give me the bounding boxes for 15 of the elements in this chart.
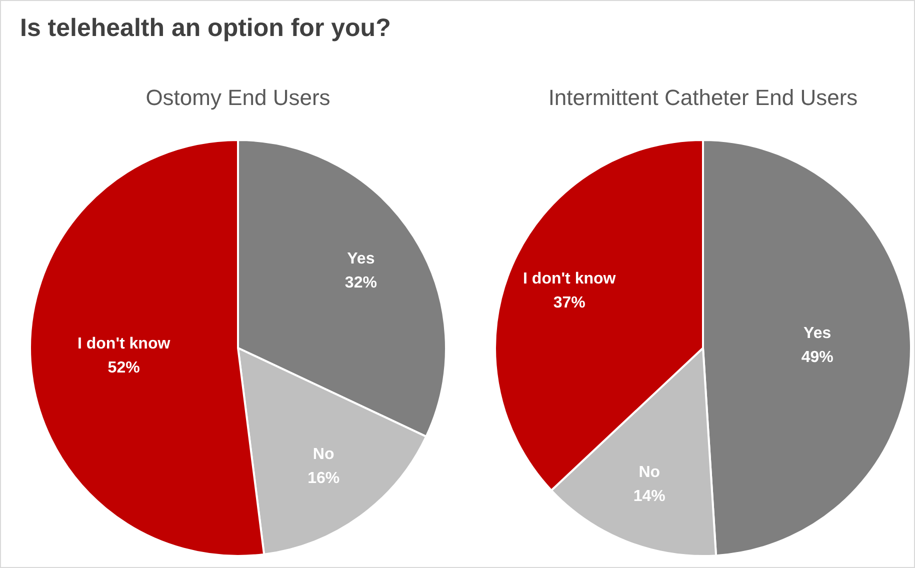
chart-title: Ostomy End Users <box>144 85 332 111</box>
data-label: 16% <box>308 470 340 488</box>
data-label: 32% <box>344 274 377 292</box>
slice-label: I don't know <box>523 270 616 288</box>
slice-label: Yes <box>347 250 375 268</box>
chart-title: Intermittent Catheter End Users <box>547 85 859 111</box>
data-label: 49% <box>801 348 834 366</box>
data-label: 52% <box>108 360 140 377</box>
slice-label: No <box>312 446 334 464</box>
slice-label: Yes <box>804 324 832 342</box>
slice-label: I don't know <box>77 336 171 353</box>
slice-label: No <box>638 464 660 481</box>
data-label: 14% <box>633 488 666 505</box>
text: Is telehealth an option for you? <box>20 14 391 43</box>
data-label: 37% <box>553 294 586 312</box>
